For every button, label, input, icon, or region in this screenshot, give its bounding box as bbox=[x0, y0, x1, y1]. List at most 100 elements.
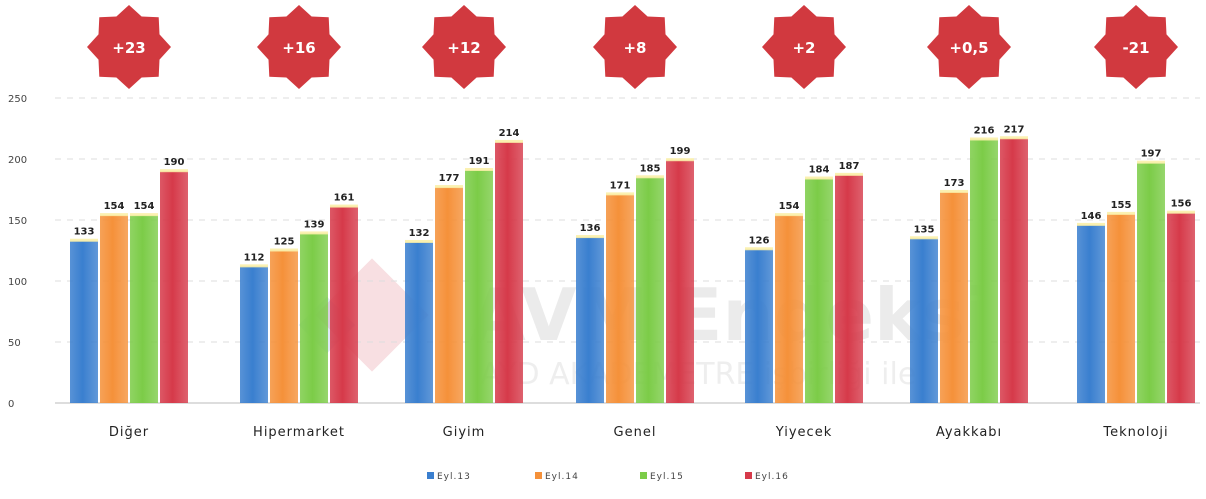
bar-top-highlight bbox=[240, 264, 268, 268]
bar bbox=[970, 139, 998, 404]
data-label: 156 bbox=[1171, 199, 1192, 210]
bar bbox=[435, 187, 463, 403]
data-label: 125 bbox=[274, 237, 295, 248]
badge-star-shape bbox=[1094, 5, 1178, 89]
bar-top-highlight bbox=[745, 247, 773, 251]
bar bbox=[300, 233, 328, 403]
y-tick-label: 150 bbox=[8, 216, 27, 227]
bar bbox=[405, 241, 433, 403]
data-label: 112 bbox=[244, 252, 265, 263]
category-label: Hipermarket bbox=[253, 425, 345, 440]
data-label: 199 bbox=[670, 146, 691, 157]
bar bbox=[465, 169, 493, 403]
data-label: 177 bbox=[439, 173, 460, 184]
bar-top-highlight bbox=[100, 213, 128, 217]
bar bbox=[805, 178, 833, 403]
data-label: 197 bbox=[1141, 149, 1162, 160]
bar bbox=[1137, 162, 1165, 403]
data-label: 184 bbox=[809, 165, 830, 176]
bar bbox=[240, 266, 268, 403]
bar-top-highlight bbox=[666, 158, 694, 162]
badge-label: +16 bbox=[282, 39, 315, 57]
data-label: 191 bbox=[469, 156, 490, 167]
bar bbox=[606, 194, 634, 403]
legend-label: Eyl.13 bbox=[437, 472, 471, 482]
bar-top-highlight bbox=[435, 185, 463, 189]
bar-top-highlight bbox=[160, 169, 188, 173]
bar-top-highlight bbox=[910, 236, 938, 240]
bar bbox=[130, 215, 158, 403]
badge-star-shape bbox=[593, 5, 677, 89]
legend-swatch bbox=[745, 472, 752, 479]
data-label: 173 bbox=[944, 178, 965, 189]
bar-top-highlight bbox=[495, 139, 523, 143]
legend: Eyl.13 Eyl.14 Eyl.15 Eyl.16 bbox=[427, 472, 788, 482]
legend-label: Eyl.15 bbox=[650, 472, 684, 482]
data-label: 161 bbox=[334, 193, 355, 204]
bar bbox=[100, 215, 128, 403]
bar-top-highlight bbox=[70, 238, 98, 242]
data-label: 146 bbox=[1081, 211, 1102, 222]
bar bbox=[1167, 212, 1195, 403]
y-tick-label: 50 bbox=[8, 338, 21, 349]
bar bbox=[576, 237, 604, 403]
data-label: 187 bbox=[839, 161, 860, 172]
bar-top-highlight bbox=[1167, 210, 1195, 214]
legend-swatch bbox=[640, 472, 647, 479]
bar-top-highlight bbox=[1107, 211, 1135, 215]
bar-top-highlight bbox=[1137, 160, 1165, 164]
y-tick-label: 0 bbox=[8, 399, 14, 410]
badge-star-shape bbox=[257, 5, 341, 89]
bar bbox=[835, 174, 863, 403]
data-label: 135 bbox=[914, 224, 935, 235]
bar bbox=[910, 238, 938, 403]
data-label: 171 bbox=[610, 180, 631, 191]
bar-top-highlight bbox=[835, 172, 863, 176]
y-tick-label: 100 bbox=[8, 277, 27, 288]
y-tick-label: 200 bbox=[8, 155, 27, 166]
badge-star-shape bbox=[927, 5, 1011, 89]
data-label: 190 bbox=[164, 157, 185, 168]
data-label: 132 bbox=[409, 228, 430, 239]
bar bbox=[1077, 224, 1105, 403]
category-label: Ayakkabı bbox=[936, 425, 1002, 440]
data-labels: 133 154 154 190 112 125 139 161 132 177 191 214 136 1… bbox=[74, 124, 1192, 263]
data-label: 217 bbox=[1004, 124, 1025, 135]
badge-star-shape bbox=[87, 5, 171, 89]
badge-star-shape bbox=[762, 5, 846, 89]
data-label: 154 bbox=[134, 201, 155, 212]
data-label: 136 bbox=[580, 223, 601, 234]
bar-top-highlight bbox=[130, 213, 158, 217]
bars bbox=[70, 136, 1195, 404]
bar-top-highlight bbox=[1077, 222, 1105, 226]
bar-top-highlight bbox=[1000, 136, 1028, 140]
badge-label: +23 bbox=[112, 39, 145, 57]
bar-top-highlight bbox=[775, 213, 803, 217]
category-label: Yiyecek bbox=[775, 425, 832, 440]
bar-top-highlight bbox=[805, 176, 833, 180]
badge-label: +2 bbox=[792, 39, 815, 57]
category-label: Teknoloji bbox=[1102, 425, 1168, 440]
data-label: 214 bbox=[499, 128, 520, 139]
data-label: 133 bbox=[74, 227, 95, 238]
data-label: 154 bbox=[779, 201, 800, 212]
legend-swatch bbox=[427, 472, 434, 479]
badge-label: +0,5 bbox=[949, 39, 988, 57]
bar-top-highlight bbox=[330, 204, 358, 208]
data-label: 139 bbox=[304, 219, 325, 230]
bar-top-highlight bbox=[270, 248, 298, 252]
bar bbox=[666, 160, 694, 403]
bar bbox=[495, 141, 523, 404]
bar bbox=[160, 171, 188, 403]
bar-top-highlight bbox=[970, 137, 998, 141]
bar bbox=[270, 250, 298, 403]
legend-swatch bbox=[535, 472, 542, 479]
bar-top-highlight bbox=[405, 239, 433, 243]
category-labels: Diğer Hipermarket Giyim Genel Yiyecek Ayakkab… bbox=[109, 425, 1168, 440]
badge-label: -21 bbox=[1122, 39, 1149, 57]
y-axis-ticks: 0 50 100 150 200 250 bbox=[8, 94, 27, 410]
bar-top-highlight bbox=[465, 167, 493, 171]
legend-label: Eyl.14 bbox=[545, 472, 579, 482]
